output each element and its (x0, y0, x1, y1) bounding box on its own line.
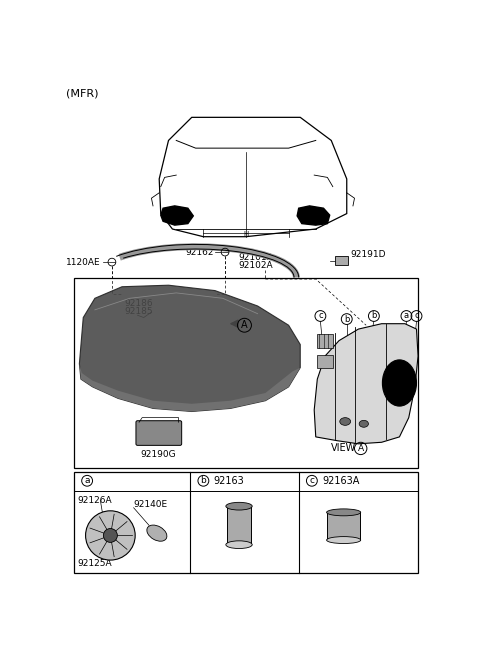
Ellipse shape (326, 509, 360, 516)
Text: b: b (371, 311, 377, 321)
Ellipse shape (326, 537, 360, 543)
FancyBboxPatch shape (74, 277, 418, 468)
Text: c: c (318, 311, 323, 321)
Ellipse shape (226, 541, 252, 549)
Text: A: A (358, 444, 364, 453)
Text: 92191D: 92191D (350, 250, 386, 259)
FancyBboxPatch shape (227, 506, 252, 545)
Text: 92102A: 92102A (238, 261, 273, 269)
FancyBboxPatch shape (335, 256, 348, 265)
Text: 92185: 92185 (124, 307, 153, 316)
FancyBboxPatch shape (74, 472, 418, 573)
Text: c: c (414, 311, 419, 321)
Polygon shape (297, 206, 330, 225)
Text: 92140E: 92140E (133, 500, 168, 509)
FancyBboxPatch shape (327, 512, 360, 540)
Text: b: b (344, 315, 349, 324)
Text: 92126A: 92126A (77, 495, 112, 505)
Text: c: c (310, 476, 314, 486)
Text: a: a (404, 311, 409, 321)
Text: 92163A: 92163A (322, 476, 360, 486)
Polygon shape (314, 324, 418, 444)
Text: 92163: 92163 (214, 476, 244, 486)
Ellipse shape (383, 360, 417, 406)
Text: b: b (201, 476, 206, 486)
Text: 92101A: 92101A (238, 253, 273, 262)
Text: 92125A: 92125A (77, 560, 112, 568)
Text: A: A (241, 320, 248, 330)
FancyBboxPatch shape (136, 420, 181, 445)
Polygon shape (79, 285, 300, 411)
Ellipse shape (147, 525, 167, 541)
Ellipse shape (359, 420, 369, 427)
Circle shape (103, 528, 117, 543)
Text: 92186: 92186 (124, 299, 153, 308)
Circle shape (85, 510, 135, 560)
Text: VIEW: VIEW (331, 443, 357, 453)
Polygon shape (79, 364, 300, 411)
Polygon shape (161, 206, 193, 225)
FancyBboxPatch shape (317, 334, 333, 348)
Text: (MFR): (MFR) (66, 88, 99, 98)
Text: a: a (84, 476, 90, 486)
Ellipse shape (226, 503, 252, 510)
Text: H: H (243, 231, 249, 237)
Text: 1120AE: 1120AE (66, 258, 101, 267)
Text: 92190G: 92190G (141, 450, 176, 459)
FancyBboxPatch shape (317, 355, 333, 369)
Ellipse shape (340, 418, 350, 425)
Text: 92162: 92162 (185, 248, 214, 257)
